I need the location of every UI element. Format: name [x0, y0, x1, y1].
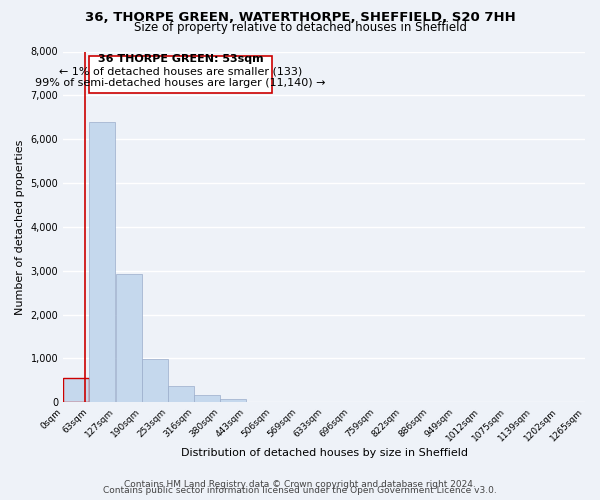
Bar	[89, 122, 115, 402]
Text: 99% of semi-detached houses are larger (11,140) →: 99% of semi-detached houses are larger (…	[35, 78, 326, 88]
Text: ← 1% of detached houses are smaller (133): ← 1% of detached houses are smaller (133…	[59, 66, 302, 76]
Bar	[194, 396, 220, 402]
X-axis label: Distribution of detached houses by size in Sheffield: Distribution of detached houses by size …	[181, 448, 467, 458]
Text: 36 THORPE GREEN: 53sqm: 36 THORPE GREEN: 53sqm	[98, 54, 263, 64]
Bar	[116, 274, 142, 402]
FancyBboxPatch shape	[89, 56, 272, 93]
Text: Contains public sector information licensed under the Open Government Licence v3: Contains public sector information licen…	[103, 486, 497, 495]
Bar	[220, 399, 246, 402]
Bar	[63, 378, 89, 402]
Text: Contains HM Land Registry data © Crown copyright and database right 2024.: Contains HM Land Registry data © Crown c…	[124, 480, 476, 489]
Text: 36, THORPE GREEN, WATERTHORPE, SHEFFIELD, S20 7HH: 36, THORPE GREEN, WATERTHORPE, SHEFFIELD…	[85, 11, 515, 24]
Text: Size of property relative to detached houses in Sheffield: Size of property relative to detached ho…	[133, 21, 467, 34]
Y-axis label: Number of detached properties: Number of detached properties	[15, 139, 25, 314]
Bar	[142, 360, 167, 403]
Bar	[167, 386, 194, 402]
